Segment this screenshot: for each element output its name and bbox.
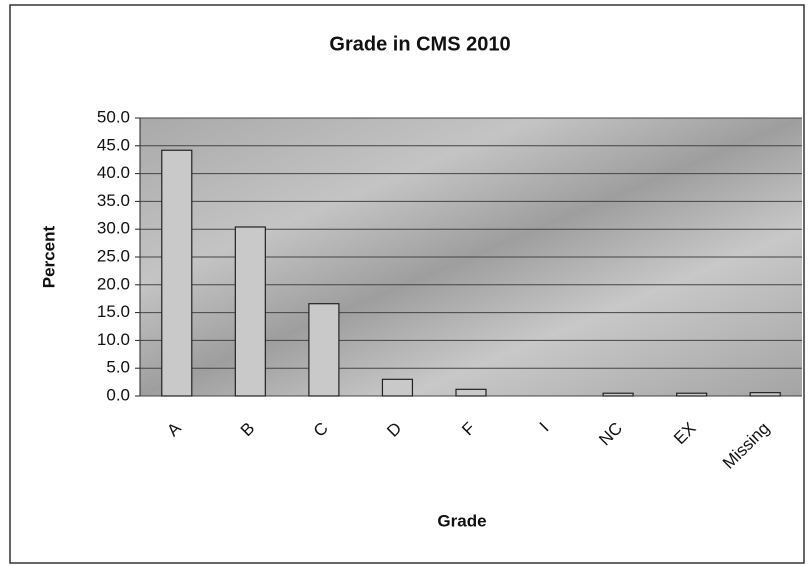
y-tick-label: 25.0 xyxy=(97,246,130,265)
y-tick-label: 5.0 xyxy=(106,358,130,377)
bar xyxy=(676,392,708,397)
y-axis-label: Percent xyxy=(39,225,58,288)
chart-title: Grade in CMS 2010 xyxy=(329,33,510,55)
bar xyxy=(308,303,340,397)
y-tick-label: 30.0 xyxy=(97,219,130,238)
bar xyxy=(161,149,193,397)
x-axis-label: Grade xyxy=(437,511,486,530)
bar xyxy=(234,226,266,397)
y-tick-label: 35.0 xyxy=(97,191,130,210)
bar xyxy=(749,392,781,397)
y-tick-label: 10.0 xyxy=(97,330,130,349)
y-tick-label: 15.0 xyxy=(97,302,130,321)
bar xyxy=(455,388,487,397)
y-tick-label: 50.0 xyxy=(97,107,130,126)
y-tick-label: 0.0 xyxy=(106,385,130,404)
y-tick-label: 45.0 xyxy=(97,135,130,154)
y-tick-label: 20.0 xyxy=(97,274,130,293)
bar xyxy=(602,392,634,397)
y-tick-label: 40.0 xyxy=(97,163,130,182)
bar xyxy=(381,378,414,397)
